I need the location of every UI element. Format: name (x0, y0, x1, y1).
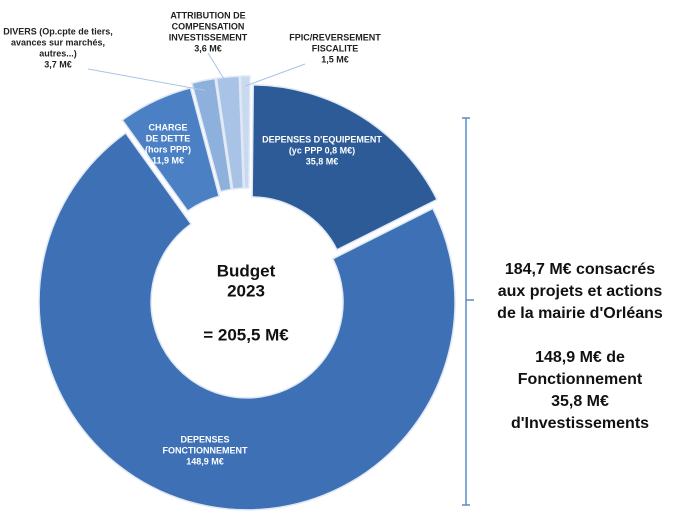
value-label: 1,5 M€ (321, 54, 349, 64)
value-label: 3,6 M€ (194, 43, 222, 53)
center-text: Budget (217, 261, 276, 280)
slice-label: DIVERS (Op.cpte de tiers, (3, 26, 113, 36)
annotation: aux projets et actions (498, 283, 663, 300)
annotation: 35,8 M€ (551, 393, 609, 410)
leader-line (207, 52, 230, 88)
donut-slice (190, 77, 233, 193)
donut-slice (38, 131, 456, 511)
value-label: 35,8 M€ (306, 156, 339, 166)
slice-label: ATTRIBUTION DE (170, 10, 245, 20)
center-text: 2023 (227, 281, 265, 300)
slice-label: FPIC/REVERSEMENT (289, 32, 381, 42)
annotation: 148,9 M€ de (535, 349, 625, 366)
slice-label: DE DETTE (146, 133, 191, 143)
slice-label: avances sur marchés, (11, 37, 105, 47)
annotation: 184,7 M€ consacrés (505, 261, 655, 278)
slice-label: (hors PPP) (145, 144, 191, 154)
slice-label: FONCTIONNEMENT (163, 445, 248, 455)
slice-label: DEPENSES (180, 434, 229, 444)
leader-line (245, 63, 306, 87)
annotation: d'Investissements (511, 415, 649, 432)
slice-label: DEPENSES D'EQUIPEMENT (262, 134, 382, 144)
value-label: 3,7 M€ (44, 59, 72, 69)
slice-label: CHARGE (148, 122, 187, 132)
slice-label: FISCALITE (312, 43, 359, 53)
annotation: Fonctionnement (518, 371, 643, 388)
slice-label: COMPENSATION (172, 21, 245, 31)
slice-label: autres...) (39, 48, 77, 58)
leader-line (87, 68, 206, 91)
donut-slice (215, 75, 245, 190)
donut-slice (239, 75, 251, 189)
center-text: = 205,5 M€ (203, 325, 289, 344)
slice-label: (yc PPP 0,8 M€) (289, 145, 355, 155)
bracket (462, 117, 474, 506)
donut-slice (251, 84, 439, 251)
annotation: de la mairie d'Orléans (497, 305, 663, 322)
value-label: 148,9 M€ (186, 456, 224, 466)
slice-label: INVESTISSEMENT (169, 32, 248, 42)
value-label: 11,9 M€ (152, 155, 184, 165)
